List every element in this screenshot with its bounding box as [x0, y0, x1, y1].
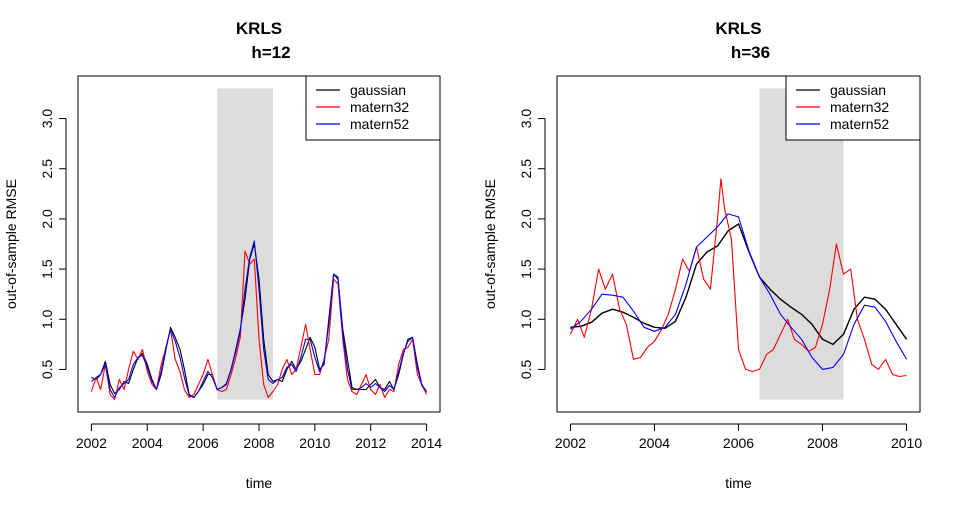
series-line-matern52: [91, 240, 428, 399]
x-axis-label: time: [246, 475, 273, 491]
x-tick-label: 2008: [243, 435, 274, 451]
x-tick-label: 2002: [555, 435, 586, 451]
series-line-gaussian: [91, 243, 428, 399]
plot-frame: [77, 75, 441, 413]
x-tick-label: 2008: [807, 435, 838, 451]
series-line-matern32: [90, 250, 428, 401]
y-tick-label: 1.0: [39, 309, 55, 329]
legend-box: [785, 75, 921, 141]
y-tick-label: 2.5: [518, 159, 534, 179]
x-tick-label: 2012: [355, 435, 386, 451]
y-tick-label: 3.0: [39, 109, 55, 129]
y-tick-label: 2.5: [39, 159, 55, 179]
chart-subtitle: h=12: [251, 43, 290, 62]
legend-box: [305, 75, 441, 141]
chart-subtitle: h=36: [731, 43, 770, 62]
x-tick-label: 2004: [132, 435, 163, 451]
x-tick-label: 2014: [411, 435, 442, 451]
plot-frame: [556, 75, 921, 413]
y-axis-label: out-of-sample RMSE: [3, 179, 19, 309]
legend-label-gaussian: gaussian: [350, 82, 406, 98]
y-tick-label: 1.0: [518, 309, 534, 329]
chart-title: KRLS: [236, 19, 282, 38]
y-tick-label: 3.0: [518, 109, 534, 129]
legend-label-matern52: matern52: [350, 116, 409, 132]
chart-panel-2: 2002 2004 2006 2008 2010 0.5 1.0 1.5 2.0 2.5 3.0 ti…: [482, 19, 922, 491]
x-tick-label: 2004: [639, 435, 670, 451]
x-axis-label: time: [725, 475, 752, 491]
y-tick-label: 2.0: [39, 209, 55, 229]
legend-label-gaussian: gaussian: [830, 82, 886, 98]
y-tick-label: 1.5: [518, 259, 534, 279]
y-axis-label: out-of-sample RMSE: [482, 179, 498, 309]
chart-panel-1: 2002 2004 2006 2008 2010 2012 2014 0.5 1.0 1.5 2.0…: [3, 19, 442, 491]
series-line-matern52: [570, 213, 908, 370]
y-tick-label: 0.5: [518, 360, 534, 380]
legend-label-matern32: matern32: [830, 99, 889, 115]
y-tick-label: 0.5: [39, 360, 55, 380]
series-line-gaussian: [570, 223, 908, 346]
x-tick-label: 2002: [76, 435, 107, 451]
legend-label-matern32: matern32: [350, 99, 409, 115]
x-tick-label: 2010: [299, 435, 330, 451]
x-tick-label: 2006: [723, 435, 754, 451]
legend-label-matern52: matern52: [830, 116, 889, 132]
y-tick-label: 2.0: [518, 209, 534, 229]
x-tick-label: 2006: [188, 435, 219, 451]
chart-title: KRLS: [715, 19, 761, 38]
y-tick-label: 1.5: [39, 259, 55, 279]
x-tick-label: 2010: [891, 435, 922, 451]
series-line-matern32: [569, 178, 907, 378]
